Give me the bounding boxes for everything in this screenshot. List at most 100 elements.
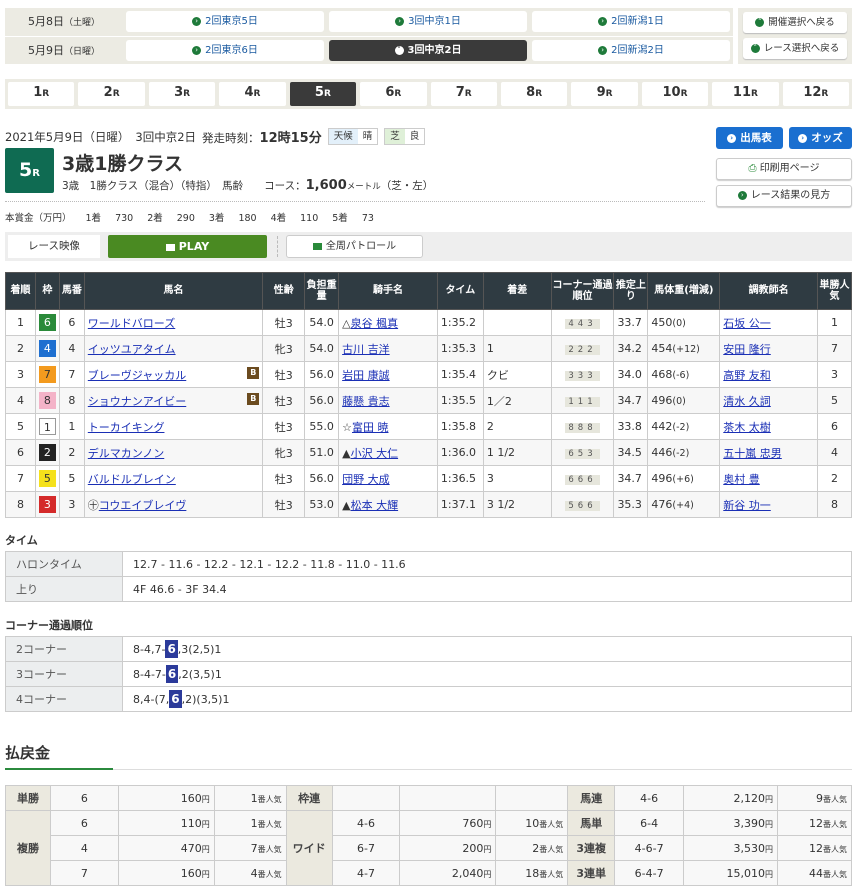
play-button[interactable]: PLAY — [108, 235, 267, 258]
meeting-button[interactable]: › 2回新潟1日 — [532, 11, 730, 32]
chevron-up-icon: ˄ — [750, 44, 760, 53]
printer-icon: ⎙ — [748, 163, 760, 174]
jockey-link[interactable]: 富田 暁 — [352, 420, 389, 434]
race-date: 2021年5月9日（日曜） — [5, 129, 130, 144]
body-weight-cell: 446(-2) — [647, 439, 721, 466]
amount-value: 3,530 — [733, 841, 766, 855]
back-to-meeting-button[interactable]: ˄ 開催選択へ戻る — [743, 12, 847, 33]
entries-button[interactable]: › 出馬表 — [716, 127, 783, 149]
combo: 6-7 — [331, 835, 401, 861]
how-to-read-button[interactable]: › レース結果の見方 — [716, 185, 852, 207]
label: 開催選択へ戻る — [768, 17, 835, 28]
bet-type: 枠連 — [285, 785, 333, 811]
trainer-link[interactable]: 茶木 太樹 — [723, 420, 771, 434]
corner-position: 1 — [587, 397, 597, 407]
corner-position: 2 — [568, 345, 578, 355]
corner-positions: 653 — [550, 439, 615, 466]
race-button-7[interactable]: 7R — [430, 82, 497, 106]
horse-name-link[interactable]: トーカイキング — [87, 420, 165, 434]
patrol-video-button[interactable]: 全周パトロール — [286, 235, 423, 258]
blinker-badge: B — [247, 366, 260, 379]
amount: 2,120円 — [683, 785, 778, 811]
win-popularity: 8 — [817, 491, 852, 518]
row-label: 3コーナー — [5, 661, 123, 687]
race-button-3[interactable]: 3R — [148, 82, 216, 106]
table-row: 3 7 7 B ブレーヴジャッカル 牡3 56.0 岩田 康誠 1:35.4 クビ 333 34.0 4… — [5, 361, 852, 388]
trainer-link[interactable]: 奥村 豊 — [723, 472, 760, 486]
jockey-cell: ▲松本 大輝 — [338, 491, 438, 518]
trainer-link[interactable]: 清水 久詞 — [723, 394, 771, 408]
horse-name-link[interactable]: デルマカンノン — [87, 446, 165, 460]
jockey-link[interactable]: 団野 大成 — [342, 472, 390, 486]
race-suffix: R — [42, 89, 50, 99]
meeting-button[interactable]: › 2回東京6日 — [126, 40, 324, 61]
race-button-2[interactable]: 2R — [78, 82, 145, 106]
win-popularity: 4 — [817, 439, 852, 466]
meeting-button[interactable]: › 3回中京1日 — [329, 11, 527, 32]
corner-position: 8 — [568, 423, 578, 433]
race-button-4[interactable]: 4R — [219, 82, 286, 106]
meeting-button[interactable]: › 2回新潟2日 — [532, 40, 730, 61]
weight-carried: 54.0 — [304, 309, 340, 336]
jockey-link[interactable]: 岩田 康誠 — [342, 368, 390, 382]
horse-name-link[interactable]: バルドルブレイン — [87, 472, 176, 486]
trainer-link[interactable]: 高野 友和 — [723, 368, 771, 382]
trainer-link[interactable]: 新谷 功一 — [723, 498, 771, 512]
combo: 4-6 — [614, 785, 685, 811]
table-row: 3コーナー 8-4-7- 6,2(3,5)1 — [5, 661, 852, 687]
column-header: 騎手名 — [338, 272, 438, 310]
jockey-link[interactable]: 小沢 大仁 — [350, 446, 399, 460]
table-row: 単勝 6 160円 1番人気 枠連 馬連 4-6 2,120円 9番人気 — [5, 785, 852, 811]
last-3f: 34.2 — [613, 335, 649, 362]
weight-change: (+4) — [672, 500, 694, 511]
jockey-link[interactable]: 泉谷 楓真 — [350, 316, 399, 330]
weather-label: 天候 — [328, 129, 358, 144]
odds-button[interactable]: › オッズ — [789, 127, 852, 149]
column-header: 馬番 — [58, 272, 85, 310]
horse-name-link[interactable]: イッツユアタイム — [87, 342, 176, 356]
trainer-link[interactable]: 安田 隆行 — [723, 342, 771, 356]
column-header: 馬体重(増減) — [647, 272, 721, 310]
jockey-link[interactable]: 松本 大輝 — [350, 498, 399, 512]
race-button-6[interactable]: 6R — [360, 82, 427, 106]
corner-positions: 443 — [550, 309, 615, 336]
jockey-link[interactable]: 古川 吉洋 — [342, 342, 390, 356]
horse-name-link[interactable]: ショウナンアイビー — [87, 394, 187, 408]
last-3f: 33.7 — [613, 309, 649, 336]
ninki: 番人気 — [257, 819, 282, 829]
race-button-12[interactable]: 12R — [782, 82, 850, 106]
meeting-button-selected[interactable]: ˅ 3回中京2日 — [329, 40, 527, 61]
jockey-link[interactable]: 藤懸 貴志 — [342, 394, 390, 408]
track-badge: 芝良 — [384, 128, 426, 145]
row-label: 上り — [5, 576, 123, 602]
back-to-race-button[interactable]: ˄ レース選択へ戻る — [743, 38, 847, 59]
payout-heading: 払戻金 — [5, 744, 51, 762]
horse-name-link[interactable]: ブレーヴジャッカル — [87, 368, 187, 382]
table-row: 4コーナー 8,4-(7, 6,2)(3,5)1 — [5, 686, 852, 712]
day-row-sat: 5月8日（土曜） › 2回東京5日 › 3回中京1日 › 2回新潟1日 — [5, 8, 733, 36]
horse-name-link[interactable]: ワールドバローズ — [87, 316, 176, 330]
chevron-right-icon: › — [598, 16, 608, 26]
column-header: タイム — [436, 272, 484, 310]
ninki: 番人気 — [539, 869, 564, 879]
race-button-11[interactable]: 11R — [712, 82, 779, 106]
day-label: 5月9日（日曜） — [5, 37, 123, 65]
trainer-link[interactable]: 五十嵐 忠男 — [723, 446, 782, 460]
combo: 4-6 — [331, 810, 401, 836]
jockey-cell: ▲小沢 大仁 — [338, 439, 438, 466]
ninki: 番人気 — [539, 819, 564, 829]
label: レース結果の見方 — [750, 190, 831, 201]
back-buttons: ˄ 開催選択へ戻る ˄ レース選択へ戻る — [738, 8, 852, 64]
horse-name-link[interactable]: コウエイブレイヴ — [98, 498, 187, 512]
race-button-5[interactable]: 5R — [289, 82, 357, 106]
print-page-button[interactable]: ⎙ 印刷用ページ — [716, 158, 852, 180]
meeting-button[interactable]: › 2回東京5日 — [126, 11, 324, 32]
race-button-10[interactable]: 10R — [641, 82, 709, 106]
race-button-8[interactable]: 8R — [500, 82, 568, 106]
race-button-1[interactable]: 1R — [8, 82, 75, 106]
yen: 円 — [483, 869, 492, 879]
trainer-link[interactable]: 石坂 公一 — [723, 316, 771, 330]
corner-order: 8-4,7- 6,3(2,5)1 — [122, 636, 852, 662]
popularity: 1番人気 — [213, 785, 287, 811]
race-button-9[interactable]: 9R — [571, 82, 638, 106]
